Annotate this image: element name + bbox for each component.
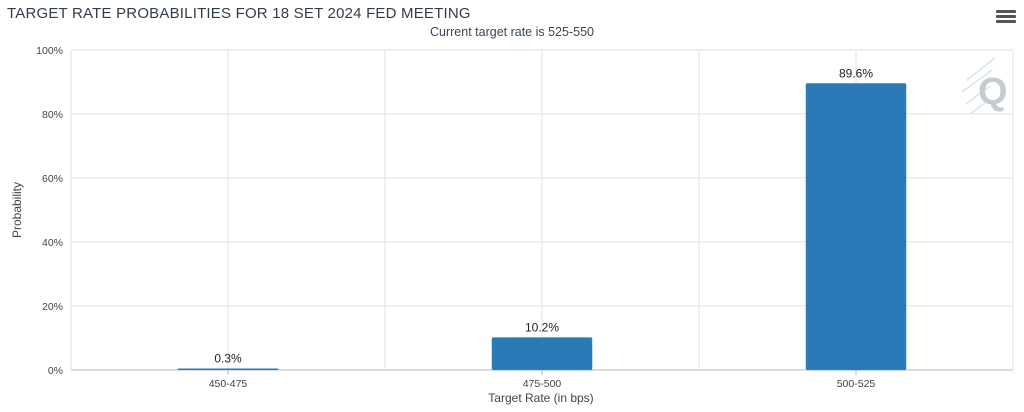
bars-layer [177, 83, 907, 371]
chart-title: TARGET RATE PROBABILITIES FOR 18 SET 202… [7, 5, 471, 22]
bar-475-500[interactable] [491, 337, 593, 370]
y-tick-label: 40% [42, 237, 63, 249]
x-tick-label: 475-500 [523, 378, 562, 390]
y-tick-label: 20% [42, 301, 63, 313]
data-label: 10.2% [525, 320, 559, 334]
x-tick-label: 500-525 [837, 378, 876, 390]
quikstrike-q-logo: Q [961, 57, 1008, 115]
data-label: 89.6% [839, 66, 873, 80]
y-axis-title: Probability [10, 182, 24, 238]
bar-450-475[interactable] [177, 368, 279, 371]
y-tick-label: 80% [42, 109, 63, 121]
data-label: 0.3% [214, 352, 242, 366]
svg-text:Q: Q [978, 71, 1008, 113]
x-axis-title: Target Rate (in bps) [488, 391, 593, 405]
y-tick-label: 100% [36, 45, 63, 57]
x-tick-label: 450-475 [209, 378, 248, 390]
chart-subtitle: Current target rate is 525-550 [430, 25, 594, 39]
y-tick-label: 0% [48, 365, 63, 377]
labels-layer: 0.3% 10.2% 89.6% [214, 66, 873, 365]
bar-500-525[interactable] [805, 83, 907, 370]
y-tick-label: 60% [42, 173, 63, 185]
hamburger-menu-icon[interactable] [996, 10, 1016, 28]
